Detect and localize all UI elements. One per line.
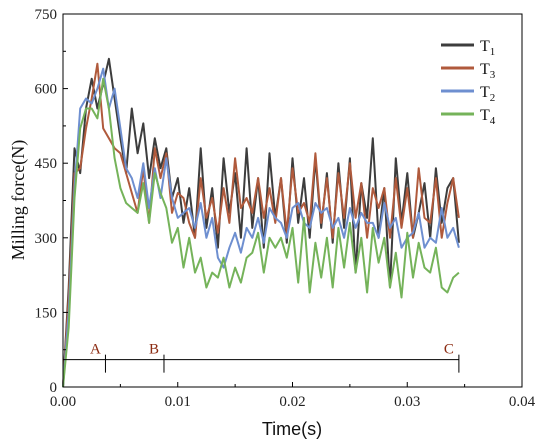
y-axis-title: Milling force(N) bbox=[8, 140, 29, 260]
plot-frame bbox=[62, 13, 523, 388]
phase-markers: A B C bbox=[63, 342, 460, 373]
x-axis: 0.00 0.01 0.02 0.03 0.04 bbox=[50, 382, 536, 410]
phase-label-a: A bbox=[90, 342, 101, 358]
legend-entry-t3: T3 bbox=[480, 61, 496, 81]
y-tick-label: 450 bbox=[35, 156, 58, 172]
y-tick-label: 0 bbox=[50, 380, 58, 396]
series-line-t1 bbox=[62, 57, 460, 388]
legend: T1 T3 T2 T4 bbox=[441, 38, 496, 127]
x-tick-label: 0.03 bbox=[394, 394, 420, 410]
y-tick-label: 300 bbox=[35, 231, 58, 247]
legend-entry-t2: T2 bbox=[480, 84, 495, 104]
x-axis-title: Time(s) bbox=[262, 419, 322, 439]
series-line-t4 bbox=[62, 77, 460, 388]
y-tick-label: 750 bbox=[35, 7, 58, 23]
x-tick-label: 0.04 bbox=[509, 394, 536, 410]
x-tick-label: 0.00 bbox=[50, 394, 76, 410]
series-line-t2 bbox=[62, 67, 460, 388]
y-axis: 0 150 300 450 600 750 bbox=[35, 7, 68, 396]
x-tick-label: 0.02 bbox=[279, 394, 305, 410]
legend-entry-t4: T4 bbox=[480, 107, 496, 127]
plot-area bbox=[62, 57, 460, 388]
y-tick-label: 150 bbox=[35, 305, 58, 321]
legend-entry-t1: T1 bbox=[480, 38, 495, 58]
y-tick-label: 600 bbox=[35, 82, 58, 98]
phase-label-c: C bbox=[444, 342, 454, 358]
x-tick-label: 0.01 bbox=[165, 394, 191, 410]
series-line-t3 bbox=[62, 62, 460, 388]
phase-label-b: B bbox=[149, 342, 159, 358]
